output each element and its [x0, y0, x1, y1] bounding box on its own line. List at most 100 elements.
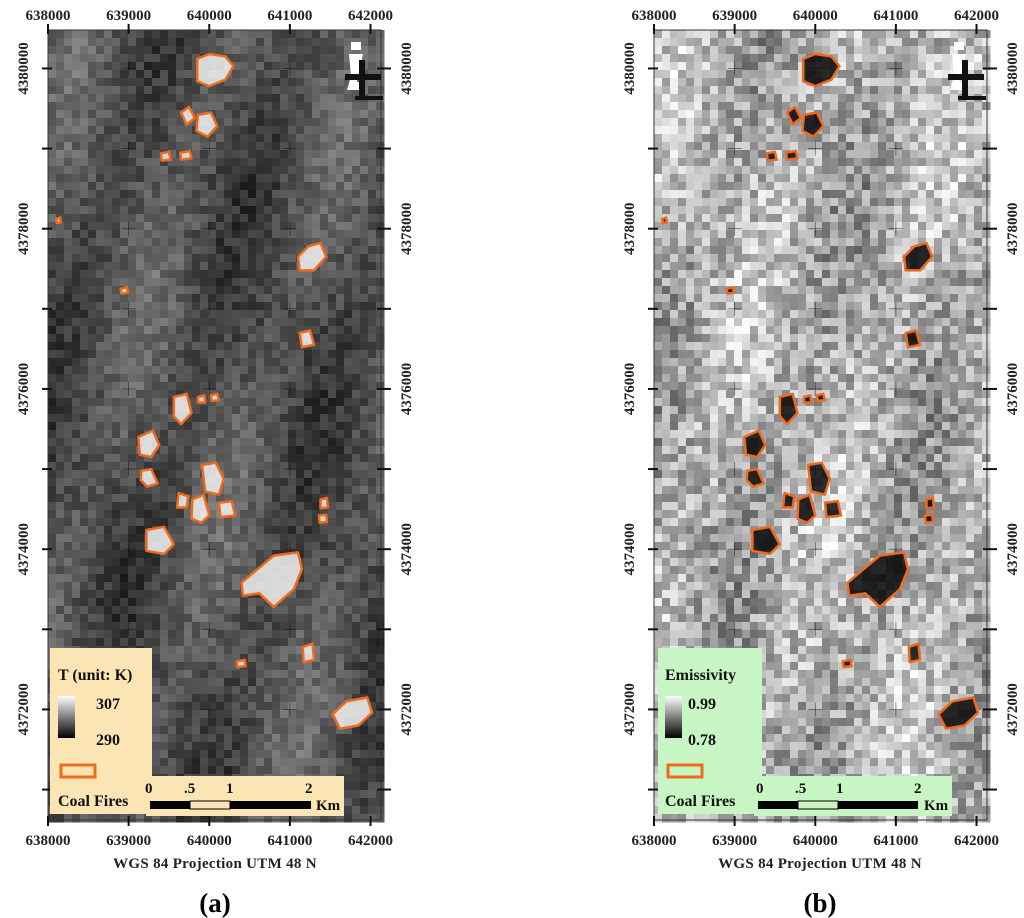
legend-coal-fire-symbol — [666, 763, 704, 779]
y-tick-label-right: 4374000 — [399, 523, 415, 576]
scale-unit: Km — [924, 798, 949, 814]
coal-fire-outline — [240, 551, 304, 609]
coal-fire-outline — [175, 491, 190, 509]
y-tick-label-left: 4378000 — [16, 202, 32, 255]
coal-fire-outline — [317, 513, 329, 524]
coal-fire-outline — [298, 329, 316, 349]
coal-fire-outline — [159, 150, 172, 162]
y-tick-label-left: 4372000 — [16, 683, 32, 736]
panel-a-coal-fire-outlines — [54, 52, 374, 730]
coal-fire-outline — [145, 525, 176, 556]
coal-fire-outline — [801, 111, 825, 138]
coal-fire-outline — [217, 499, 237, 519]
coal-fire-outline — [841, 658, 853, 669]
panel-b-legend: Emissivity 0.99 0.78 Coal Fires — [658, 648, 762, 814]
coal-fire-outline — [725, 285, 736, 295]
coal-fire-outline — [190, 493, 211, 524]
coal-fire-outline — [331, 696, 374, 730]
y-tick-label-right: 4372000 — [399, 683, 415, 736]
legend-title: Emissivity — [665, 667, 736, 684]
x-tick-label-bottom: 640000 — [187, 833, 232, 849]
coal-fire-outline — [137, 429, 161, 459]
panel-b-scale-bar: 0 .5 1 2 Km — [754, 776, 952, 816]
y-tick-label-left: 4380000 — [16, 42, 32, 95]
x-tick-label-bottom: 639000 — [106, 833, 151, 849]
panel-a-legend: T (unit: K) 307 290 Coal Fires — [50, 648, 152, 814]
x-tick-label-top: 639000 — [106, 8, 151, 24]
legend-coal-fire-symbol — [59, 763, 97, 779]
y-tick-label-left: 4378000 — [622, 202, 638, 255]
y-tick-label-left: 4372000 — [622, 683, 638, 736]
x-tick-label-top: 641000 — [267, 8, 312, 24]
scale-label-0: 0 — [756, 781, 764, 797]
coal-fire-outline — [815, 392, 827, 403]
coal-fire-outline — [301, 642, 316, 664]
coal-fire-outline — [195, 111, 219, 138]
coal-fire-outline — [823, 499, 843, 519]
legend-min-value: 290 — [96, 732, 120, 749]
north-arrow-icon — [948, 42, 986, 100]
panel-a-label: (a) — [199, 888, 230, 918]
north-arrow-icon — [345, 42, 383, 100]
coal-fire-outline — [781, 491, 796, 509]
coal-fire-outline — [119, 285, 130, 295]
coal-fire-outline — [209, 392, 221, 403]
coal-fire-outline — [200, 461, 226, 496]
y-tick-label-left: 4374000 — [622, 523, 638, 576]
y-tick-label-right: 4374000 — [1005, 523, 1021, 576]
scale-label-half: .5 — [795, 781, 806, 797]
legend-max-value: 307 — [96, 696, 120, 713]
legend-color-ramp — [665, 696, 682, 738]
coal-fire-outline — [139, 467, 159, 488]
coal-fire-outline — [902, 241, 934, 272]
y-tick-label-right: 4378000 — [1005, 202, 1021, 255]
coal-fire-outline — [172, 392, 193, 426]
panel-b-map: 638000 638000 639000 639000 640000 640000 6410… — [622, 8, 1021, 918]
y-tick-label-right: 4376000 — [1005, 363, 1021, 416]
coal-fire-outline — [802, 394, 813, 404]
coal-fire-outline — [660, 216, 669, 225]
scale-label-2: 2 — [914, 781, 922, 797]
legend-max-value: 0.99 — [688, 696, 716, 713]
x-tick-label-top: 642000 — [954, 8, 999, 24]
x-tick-label-top: 638000 — [632, 8, 677, 24]
coal-fire-outline — [743, 429, 767, 459]
coal-fire-outline — [806, 461, 832, 496]
x-tick-label-bottom: 640000 — [793, 833, 838, 849]
x-tick-label-top: 640000 — [793, 8, 838, 24]
x-tick-label-top: 639000 — [712, 8, 757, 24]
panel-b-projection-label: WGS 84 Projection UTM 48 N — [718, 856, 922, 872]
x-tick-label-bottom: 641000 — [267, 833, 312, 849]
coal-fire-outline — [925, 496, 936, 510]
y-tick-label-right: 4376000 — [399, 363, 415, 416]
x-tick-label-bottom: 638000 — [632, 833, 677, 849]
x-tick-label-bottom: 642000 — [954, 833, 999, 849]
panel-a-scale-bar: 0 .5 1 2 Km — [145, 776, 344, 816]
coal-fire-outline — [319, 496, 330, 510]
coal-fire-outline — [904, 329, 922, 349]
coal-fire-outline — [923, 513, 935, 524]
coal-fire-outline — [745, 467, 765, 488]
scale-label-2: 2 — [305, 781, 313, 797]
panel-b-axis-ticks: 638000 638000 639000 639000 640000 640000 6410… — [622, 8, 1021, 849]
y-tick-label-left: 4380000 — [622, 42, 638, 95]
panel-a-map-frame — [47, 29, 382, 821]
scale-unit: Km — [316, 798, 341, 814]
coal-fire-outline — [801, 52, 841, 88]
y-tick-label-left: 4376000 — [622, 363, 638, 416]
x-tick-label-top: 641000 — [873, 8, 918, 24]
coal-fire-outline — [54, 216, 63, 225]
x-tick-label-bottom: 642000 — [348, 833, 393, 849]
legend-title: T (unit: K) — [58, 667, 132, 684]
panel-b-label: (b) — [804, 888, 837, 918]
coal-fire-outline — [195, 52, 235, 88]
coal-fire-outline — [937, 696, 980, 730]
legend-color-ramp — [58, 696, 75, 738]
x-tick-label-bottom: 639000 — [712, 833, 757, 849]
coal-fire-outline — [179, 105, 196, 126]
legend-coal-fires-label: Coal Fires — [58, 793, 128, 810]
panel-a-projection-label: WGS 84 Projection UTM 48 N — [113, 856, 317, 872]
coal-fire-outline — [296, 241, 328, 272]
coal-fire-outline — [778, 392, 799, 426]
coal-fire-outline — [235, 658, 247, 669]
